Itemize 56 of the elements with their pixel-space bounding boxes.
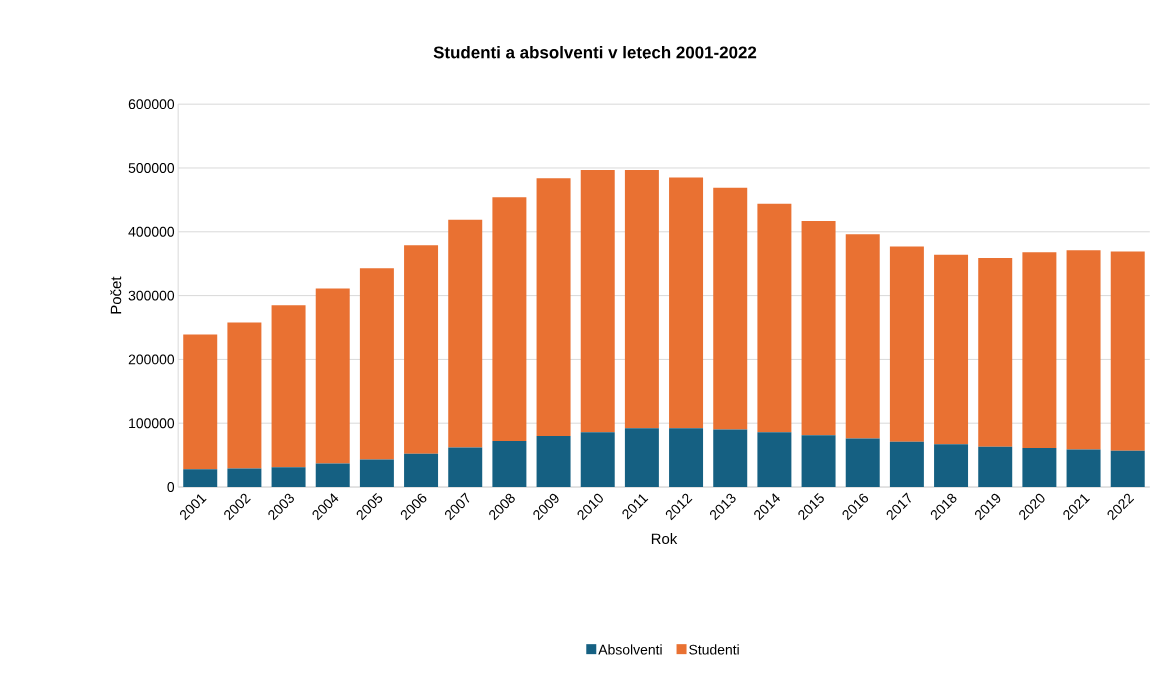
bar [315, 288, 350, 464]
bar [1110, 251, 1145, 451]
bar [801, 435, 836, 487]
bar [271, 305, 306, 468]
bar [227, 322, 262, 469]
bar [978, 446, 1013, 487]
bar [624, 169, 659, 429]
bar [801, 220, 836, 436]
bar [492, 197, 527, 442]
bar [757, 203, 792, 433]
bar [183, 469, 218, 487]
bar [271, 467, 306, 487]
bar [404, 453, 439, 487]
legend-label: Absolventi [598, 644, 662, 655]
y-axis-title: Počet [110, 276, 122, 314]
x-axis-title: Rok [651, 533, 678, 544]
bar [1022, 448, 1057, 487]
bar [1066, 250, 1101, 450]
bar [359, 459, 394, 487]
bar [448, 447, 483, 487]
bar [889, 441, 924, 487]
bar [845, 438, 880, 487]
bar [536, 178, 571, 436]
bar [713, 429, 748, 487]
y-tick-label: 200000 [128, 354, 175, 365]
bar [978, 257, 1013, 447]
bar [1022, 252, 1057, 449]
y-tick-label: 100000 [129, 418, 175, 429]
bar [624, 428, 659, 487]
y-tick-label: 300000 [128, 290, 175, 301]
bar [934, 444, 969, 487]
bar [448, 219, 483, 448]
chart-title: Studenti a absolventi v letech 2001-2022 [433, 45, 757, 59]
y-tick-label: 0 [167, 482, 175, 492]
y-tick-label: 600000 [128, 99, 175, 110]
bar [315, 463, 350, 487]
bar [359, 268, 394, 460]
bar [1110, 450, 1145, 487]
y-tick-label: 500000 [128, 162, 175, 173]
bar [845, 234, 880, 439]
bar [669, 177, 704, 429]
bar [580, 169, 615, 433]
y-tick-label: 400000 [128, 226, 175, 237]
bar [580, 432, 615, 487]
bar [934, 254, 969, 445]
bar [1066, 449, 1101, 487]
bar [757, 432, 792, 487]
bar [227, 468, 262, 487]
bar [492, 441, 527, 487]
bar [669, 428, 704, 487]
bar [183, 334, 218, 470]
bar [536, 435, 571, 487]
bar [713, 187, 748, 430]
legend-label: Studenti [689, 644, 739, 655]
bar [889, 246, 924, 442]
bar [404, 245, 439, 454]
